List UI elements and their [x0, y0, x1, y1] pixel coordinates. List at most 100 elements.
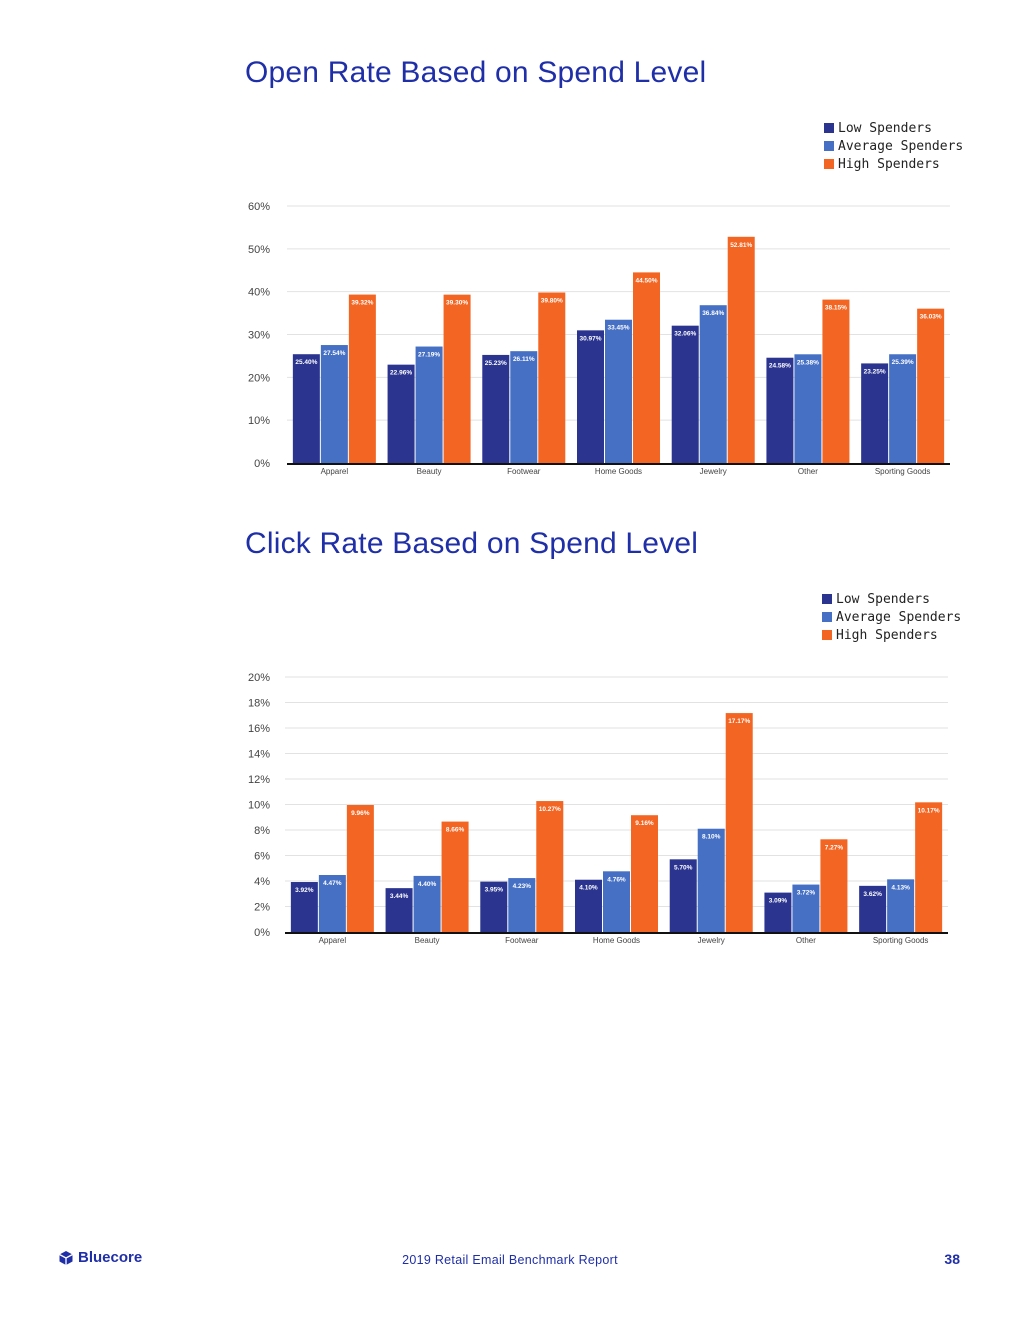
bar-average: [605, 319, 632, 463]
data-label: 39.32%: [351, 300, 373, 307]
bar-average: [792, 884, 820, 932]
y-tick-label: 16%: [248, 723, 270, 735]
bar-average: [320, 345, 348, 463]
x-tick-label: Home Goods: [595, 467, 642, 476]
data-label: 25.23%: [485, 360, 507, 367]
legend-label-average: Average Spenders: [836, 609, 962, 625]
legend-swatch-average: [824, 141, 834, 151]
y-tick-label: 6%: [254, 851, 270, 863]
y-tick-label: 10%: [248, 800, 270, 812]
data-label: 9.16%: [635, 820, 654, 827]
data-label: 32.06%: [674, 331, 696, 338]
data-label: 8.10%: [702, 834, 721, 841]
data-label: 4.10%: [579, 885, 598, 892]
bar-low: [480, 881, 508, 932]
open-rate-chart-title: Open Rate Based on Spend Level: [245, 56, 707, 89]
legend-label-average: Average Spenders: [838, 138, 964, 154]
report-title: 2019 Retail Email Benchmark Report: [402, 1253, 618, 1267]
data-label: 3.44%: [390, 893, 409, 900]
data-label: 25.38%: [797, 359, 819, 366]
y-tick-label: 40%: [248, 287, 270, 299]
bar-high: [631, 815, 658, 932]
click-rate-chart: 0% 2% 4% 6% 8% 10% 12% 14% 16% 18% 20% 3.92% 4.47% 9.…: [248, 672, 948, 945]
y-tick-label: 12%: [248, 774, 270, 786]
x-tick-label: Apparel: [321, 467, 349, 476]
y-tick-label: 18%: [248, 698, 270, 710]
legend-label-low: Low Spenders: [836, 591, 930, 607]
bar-high: [915, 802, 943, 932]
bar-high: [441, 821, 469, 932]
data-label: 3.92%: [295, 887, 314, 894]
logo-text: Bluecore: [78, 1249, 143, 1266]
y-tick-label: 50%: [248, 244, 270, 256]
legend-item-average: Average Spenders: [824, 137, 963, 155]
bar-average: [413, 875, 441, 932]
legend-item-low: Low Spenders: [822, 590, 961, 608]
bar-low: [290, 882, 318, 932]
data-label: 38.15%: [825, 305, 847, 312]
x-tick-label: Sporting Goods: [875, 467, 931, 476]
bar-high: [727, 236, 755, 463]
bar-average: [697, 828, 725, 932]
data-label: 3.95%: [485, 887, 504, 894]
bar-average: [510, 351, 538, 463]
legend-label-high: High Spenders: [836, 627, 938, 643]
bar-low: [764, 892, 792, 932]
bar-low: [669, 859, 697, 932]
data-label: 4.47%: [323, 880, 342, 887]
bar-low: [575, 879, 602, 932]
legend-item-high: High Spenders: [822, 626, 961, 644]
bar-high: [633, 272, 660, 463]
legend-label-low: Low Spenders: [838, 120, 932, 136]
y-tick-label: 20%: [248, 372, 270, 384]
data-label: 24.58%: [769, 363, 791, 370]
x-tick-label: Jewelry: [698, 936, 725, 945]
data-label: 10.17%: [918, 807, 940, 814]
bluecore-logo[interactable]: Bluecore: [58, 1249, 142, 1266]
data-label: 44.50%: [635, 277, 657, 284]
bar-average: [318, 875, 346, 932]
bar-average: [603, 871, 630, 932]
data-label: 8.66%: [446, 827, 465, 834]
data-label: 3.09%: [769, 898, 788, 905]
bar-average: [889, 354, 917, 463]
data-label: 3.62%: [863, 891, 882, 898]
data-label: 39.80%: [541, 298, 563, 305]
data-label: 22.96%: [390, 370, 412, 377]
data-label: 30.97%: [579, 335, 601, 342]
y-tick-label: 10%: [248, 415, 270, 427]
bar-high: [725, 713, 753, 932]
bar-low: [577, 330, 604, 463]
y-tick-label: 2%: [254, 902, 270, 914]
x-tick-label: Footwear: [505, 936, 539, 945]
data-label: 25.40%: [295, 359, 317, 366]
legend-swatch-average: [822, 612, 832, 622]
bar-high: [536, 801, 564, 932]
data-label: 39.30%: [446, 300, 468, 307]
bar-average: [794, 354, 822, 463]
legend-swatch-low: [822, 594, 832, 604]
data-label: 52.81%: [730, 242, 752, 249]
y-tick-label: 8%: [254, 825, 270, 837]
x-tick-label: Beauty: [415, 936, 440, 945]
bar-high: [538, 292, 566, 463]
y-tick-label: 0%: [254, 458, 270, 470]
x-tick-label: Apparel: [319, 936, 347, 945]
bar-high: [820, 839, 848, 932]
bar-low: [671, 325, 699, 463]
y-tick-label: 20%: [248, 672, 270, 684]
legend-item-high: High Spenders: [824, 155, 963, 173]
data-label: 36.84%: [702, 310, 724, 317]
data-label: 27.54%: [323, 350, 345, 357]
bar-low: [859, 885, 887, 932]
legend-item-low: Low Spenders: [824, 119, 963, 137]
legend-swatch-high: [822, 630, 832, 640]
open-rate-legend: Low Spenders Average Spenders High Spend…: [824, 119, 963, 173]
data-label: 3.72%: [797, 890, 816, 897]
bar-high: [917, 308, 945, 463]
y-tick-label: 60%: [248, 201, 270, 213]
bar-low: [292, 354, 320, 463]
data-label: 25.39%: [892, 359, 914, 366]
click-rate-legend: Low Spenders Average Spenders High Spend…: [822, 590, 961, 644]
x-tick-label: Sporting Goods: [873, 936, 929, 945]
